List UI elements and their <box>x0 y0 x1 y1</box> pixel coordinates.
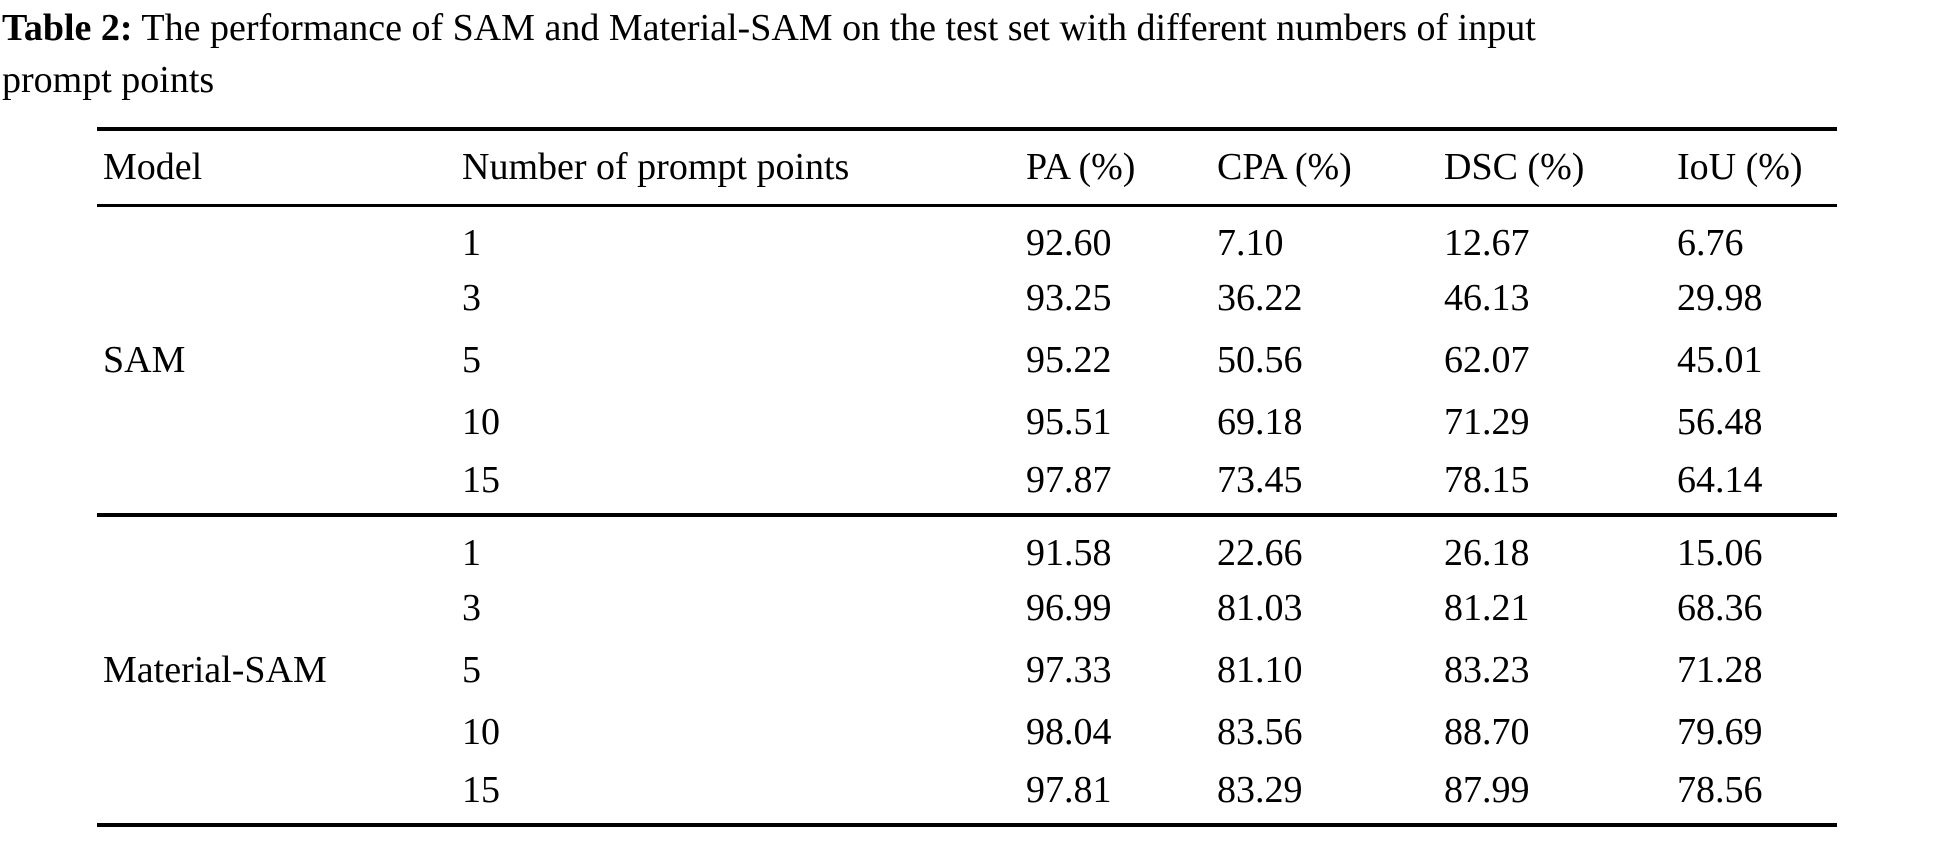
iou-cell: 45.01 <box>1677 339 1763 381</box>
dsc-cell: 83.23 <box>1444 649 1530 691</box>
iou-cell: 64.14 <box>1677 459 1763 501</box>
iou-cell: 56.48 <box>1677 401 1763 443</box>
pa-cell: 95.22 <box>1026 339 1112 381</box>
points-cell: 1 <box>462 221 481 264</box>
iou-cell: 79.69 <box>1677 711 1763 753</box>
points-cell: 5 <box>462 339 481 381</box>
group-sam: SAM 1 92.60 7.10 12.67 6.76 3 93.25 36.2… <box>97 205 1837 515</box>
pa-cell: 93.25 <box>1026 277 1112 319</box>
table-row: 3 96.99 81.03 81.21 68.36 <box>97 577 1837 639</box>
dsc-cell: 78.15 <box>1444 459 1530 501</box>
cpa-cell: 50.56 <box>1217 339 1303 381</box>
table-row: Material-SAM 1 91.58 22.66 26.18 15.06 <box>97 515 1837 691</box>
points-cell: 15 <box>462 459 500 501</box>
pa-cell: 96.99 <box>1026 587 1112 629</box>
table-row: SAM 1 92.60 7.10 12.67 6.76 <box>97 205 1837 381</box>
group-material-sam: Material-SAM 1 91.58 22.66 26.18 15.06 3… <box>97 515 1837 825</box>
dsc-cell: 81.21 <box>1444 587 1530 629</box>
col-header-iou: IoU (%) <box>1677 129 1837 207</box>
points-cell: 1 <box>462 532 481 574</box>
cpa-cell: 36.22 <box>1217 277 1303 319</box>
points-cell: 10 <box>462 711 500 753</box>
table-row: 10 98.04 83.56 88.70 79.69 <box>97 701 1837 763</box>
points-cell: 5 <box>462 649 481 691</box>
pa-cell: 97.81 <box>1026 769 1112 811</box>
model-cell: SAM <box>103 338 186 381</box>
col-header-points: Number of prompt points <box>462 129 1026 207</box>
dsc-cell: 26.18 <box>1444 532 1530 574</box>
col-header-cpa: CPA (%) <box>1217 129 1444 207</box>
dsc-cell: 46.13 <box>1444 277 1530 319</box>
col-header-pa: PA (%) <box>1026 129 1217 207</box>
col-header-model: Model <box>97 129 462 207</box>
table-row: 5 95.22 50.56 62.07 45.01 <box>97 329 1837 391</box>
cpa-cell: 83.29 <box>1217 769 1303 811</box>
iou-cell: 29.98 <box>1677 277 1763 319</box>
pa-cell: 97.33 <box>1026 649 1112 691</box>
iou-cell: 78.56 <box>1677 769 1763 811</box>
pa-cell: 98.04 <box>1026 711 1112 753</box>
table-row: 3 93.25 36.22 46.13 29.98 <box>97 267 1837 329</box>
caption-text: The performance of SAM and Material-SAM … <box>2 7 1536 101</box>
dsc-cell: 87.99 <box>1444 769 1530 811</box>
points-cell: 3 <box>462 277 481 319</box>
iou-cell: 71.28 <box>1677 649 1763 691</box>
dsc-cell: 62.07 <box>1444 339 1530 381</box>
pa-cell: 92.60 <box>1026 221 1112 264</box>
dsc-cell: 88.70 <box>1444 711 1530 753</box>
table-header: Model Number of prompt points PA (%) CPA… <box>97 129 1837 207</box>
cpa-cell: 69.18 <box>1217 401 1303 443</box>
table-caption: Table 2: The performance of SAM and Mate… <box>2 2 1602 106</box>
iou-cell: 15.06 <box>1677 532 1763 574</box>
caption-label: Table 2: <box>2 7 133 49</box>
dsc-cell: 71.29 <box>1444 401 1530 443</box>
cpa-cell: 81.03 <box>1217 587 1303 629</box>
points-cell: 15 <box>462 769 500 811</box>
pa-cell: 91.58 <box>1026 532 1112 574</box>
pa-cell: 97.87 <box>1026 459 1112 501</box>
col-header-dsc: DSC (%) <box>1444 129 1677 207</box>
table-row: 15 97.87 73.45 78.15 64.14 <box>97 453 1837 515</box>
cpa-cell: 22.66 <box>1217 532 1303 574</box>
results-table: Model Number of prompt points PA (%) CPA… <box>97 127 1837 827</box>
header-row: Model Number of prompt points PA (%) CPA… <box>97 129 1837 207</box>
cpa-cell: 83.56 <box>1217 711 1303 753</box>
points-cell: 10 <box>462 401 500 443</box>
model-cell: Material-SAM <box>103 649 327 691</box>
table-row: 10 95.51 69.18 71.29 56.48 <box>97 391 1837 453</box>
cpa-cell: 81.10 <box>1217 649 1303 691</box>
table-row: 15 97.81 83.29 87.99 78.56 <box>97 763 1837 825</box>
iou-cell: 68.36 <box>1677 587 1763 629</box>
iou-cell: 6.76 <box>1677 221 1744 264</box>
table-row: 5 97.33 81.10 83.23 71.28 <box>97 639 1837 701</box>
cpa-cell: 73.45 <box>1217 459 1303 501</box>
points-cell: 3 <box>462 587 481 629</box>
dsc-cell: 12.67 <box>1444 221 1530 264</box>
cpa-cell: 7.10 <box>1217 221 1284 264</box>
pa-cell: 95.51 <box>1026 401 1112 443</box>
